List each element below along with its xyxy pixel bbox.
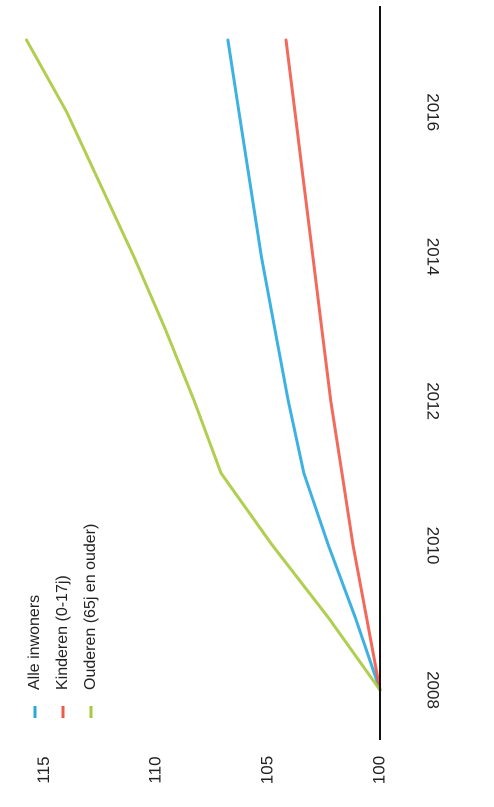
- x-tick-label: 2014: [424, 238, 443, 276]
- series-lines: [25, 38, 382, 692]
- x-tick-label: 2012: [424, 382, 443, 420]
- y-tick-label: 115: [34, 756, 53, 783]
- legend: Alle inwoners Kinderen (0-17j) Ouderen (65…: [26, 524, 99, 718]
- y-axis-ticks: 100 105 110 115: [34, 756, 389, 784]
- y-tick-label: 105: [258, 756, 277, 784]
- x-tick-label: 2008: [424, 671, 443, 709]
- y-tick-label: 100: [369, 756, 388, 784]
- x-tick-label: 2016: [424, 93, 443, 131]
- x-tick-label: 2010: [424, 527, 443, 565]
- x-axis-ticks: 2008 2010 2012 2014 2016: [424, 93, 443, 709]
- series-line-3: [25, 38, 382, 692]
- legend-label-2: Kinderen (0-17j): [54, 575, 71, 690]
- series-line-1: [226, 38, 382, 692]
- series-line-2: [284, 38, 382, 692]
- legend-label-1: Alle inwoners: [26, 595, 43, 690]
- legend-label-3: Ouderen (65j en ouder): [82, 524, 99, 690]
- y-tick-label: 110: [146, 756, 165, 783]
